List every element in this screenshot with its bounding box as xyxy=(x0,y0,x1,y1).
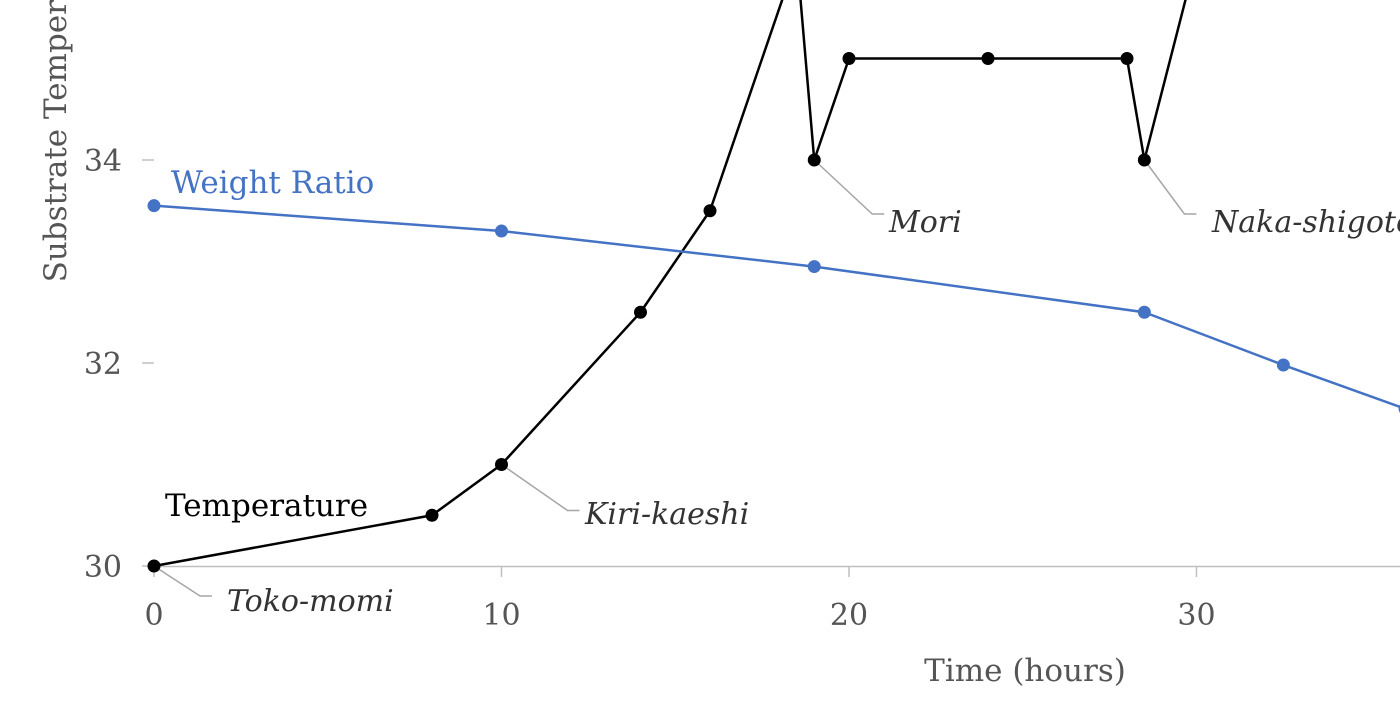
data-point-temperature-6 xyxy=(807,153,821,167)
annotation-leader-0 xyxy=(153,565,212,597)
annotation-leader-1 xyxy=(501,463,580,512)
data-point-weight-ratio-3 xyxy=(1137,305,1151,319)
annotation-kiri-kaeshi: Kiri-kaeshi xyxy=(584,497,749,532)
y-tick-label-1: 32 xyxy=(84,347,122,382)
x-tick-label-1: 10 xyxy=(482,598,520,633)
series-line-temperature xyxy=(153,0,1187,568)
x-tick-label-2: 20 xyxy=(830,598,868,633)
x-axis-title: Time (hours) xyxy=(924,653,1126,689)
series-markers xyxy=(147,52,1400,573)
annotation-naka-shigoto: Naka-shigoto xyxy=(1211,205,1400,240)
data-point-weight-ratio-1 xyxy=(495,224,508,238)
plot-area: 0 10 20 30 30 32 34 xyxy=(84,0,1400,633)
annotation-toko-momi: Toko-momi xyxy=(227,584,394,619)
x-axis-ticks: 0 10 20 30 xyxy=(144,566,1216,633)
legend-label-temperature: Temperature xyxy=(165,488,368,524)
annotation-mori: Mori xyxy=(888,205,962,240)
data-point-weight-ratio-2 xyxy=(807,260,821,274)
legend-label-weight-ratio: Weight Ratio xyxy=(171,165,374,201)
data-point-temperature-0 xyxy=(147,559,161,573)
y-tick-label-2: 34 xyxy=(84,144,122,179)
x-tick-label-3: 30 xyxy=(1177,598,1215,633)
data-point-temperature-4 xyxy=(703,204,717,218)
data-point-weight-ratio-4 xyxy=(1276,358,1290,372)
y-axis-title: Substrate Temper xyxy=(38,0,74,282)
data-point-temperature-9 xyxy=(1120,52,1134,65)
y-tick-label-0: 30 xyxy=(84,550,122,585)
data-point-temperature-8 xyxy=(981,52,995,65)
series-lines xyxy=(153,0,1400,568)
series-line-weight-ratio xyxy=(153,204,1400,409)
annotation-leader-2 xyxy=(813,159,885,215)
annotation-leader-3 xyxy=(1143,159,1197,215)
data-point-temperature-3 xyxy=(634,305,647,319)
data-point-temperature-10 xyxy=(1137,153,1151,167)
data-point-weight-ratio-0 xyxy=(147,199,161,213)
data-point-temperature-1 xyxy=(425,508,439,522)
x-tick-label-0: 0 xyxy=(144,598,163,633)
data-point-temperature-7 xyxy=(842,52,856,65)
annotation-leaders xyxy=(153,159,1197,597)
y-axis-ticks: 30 32 34 xyxy=(84,144,154,585)
data-point-temperature-2 xyxy=(495,458,508,471)
